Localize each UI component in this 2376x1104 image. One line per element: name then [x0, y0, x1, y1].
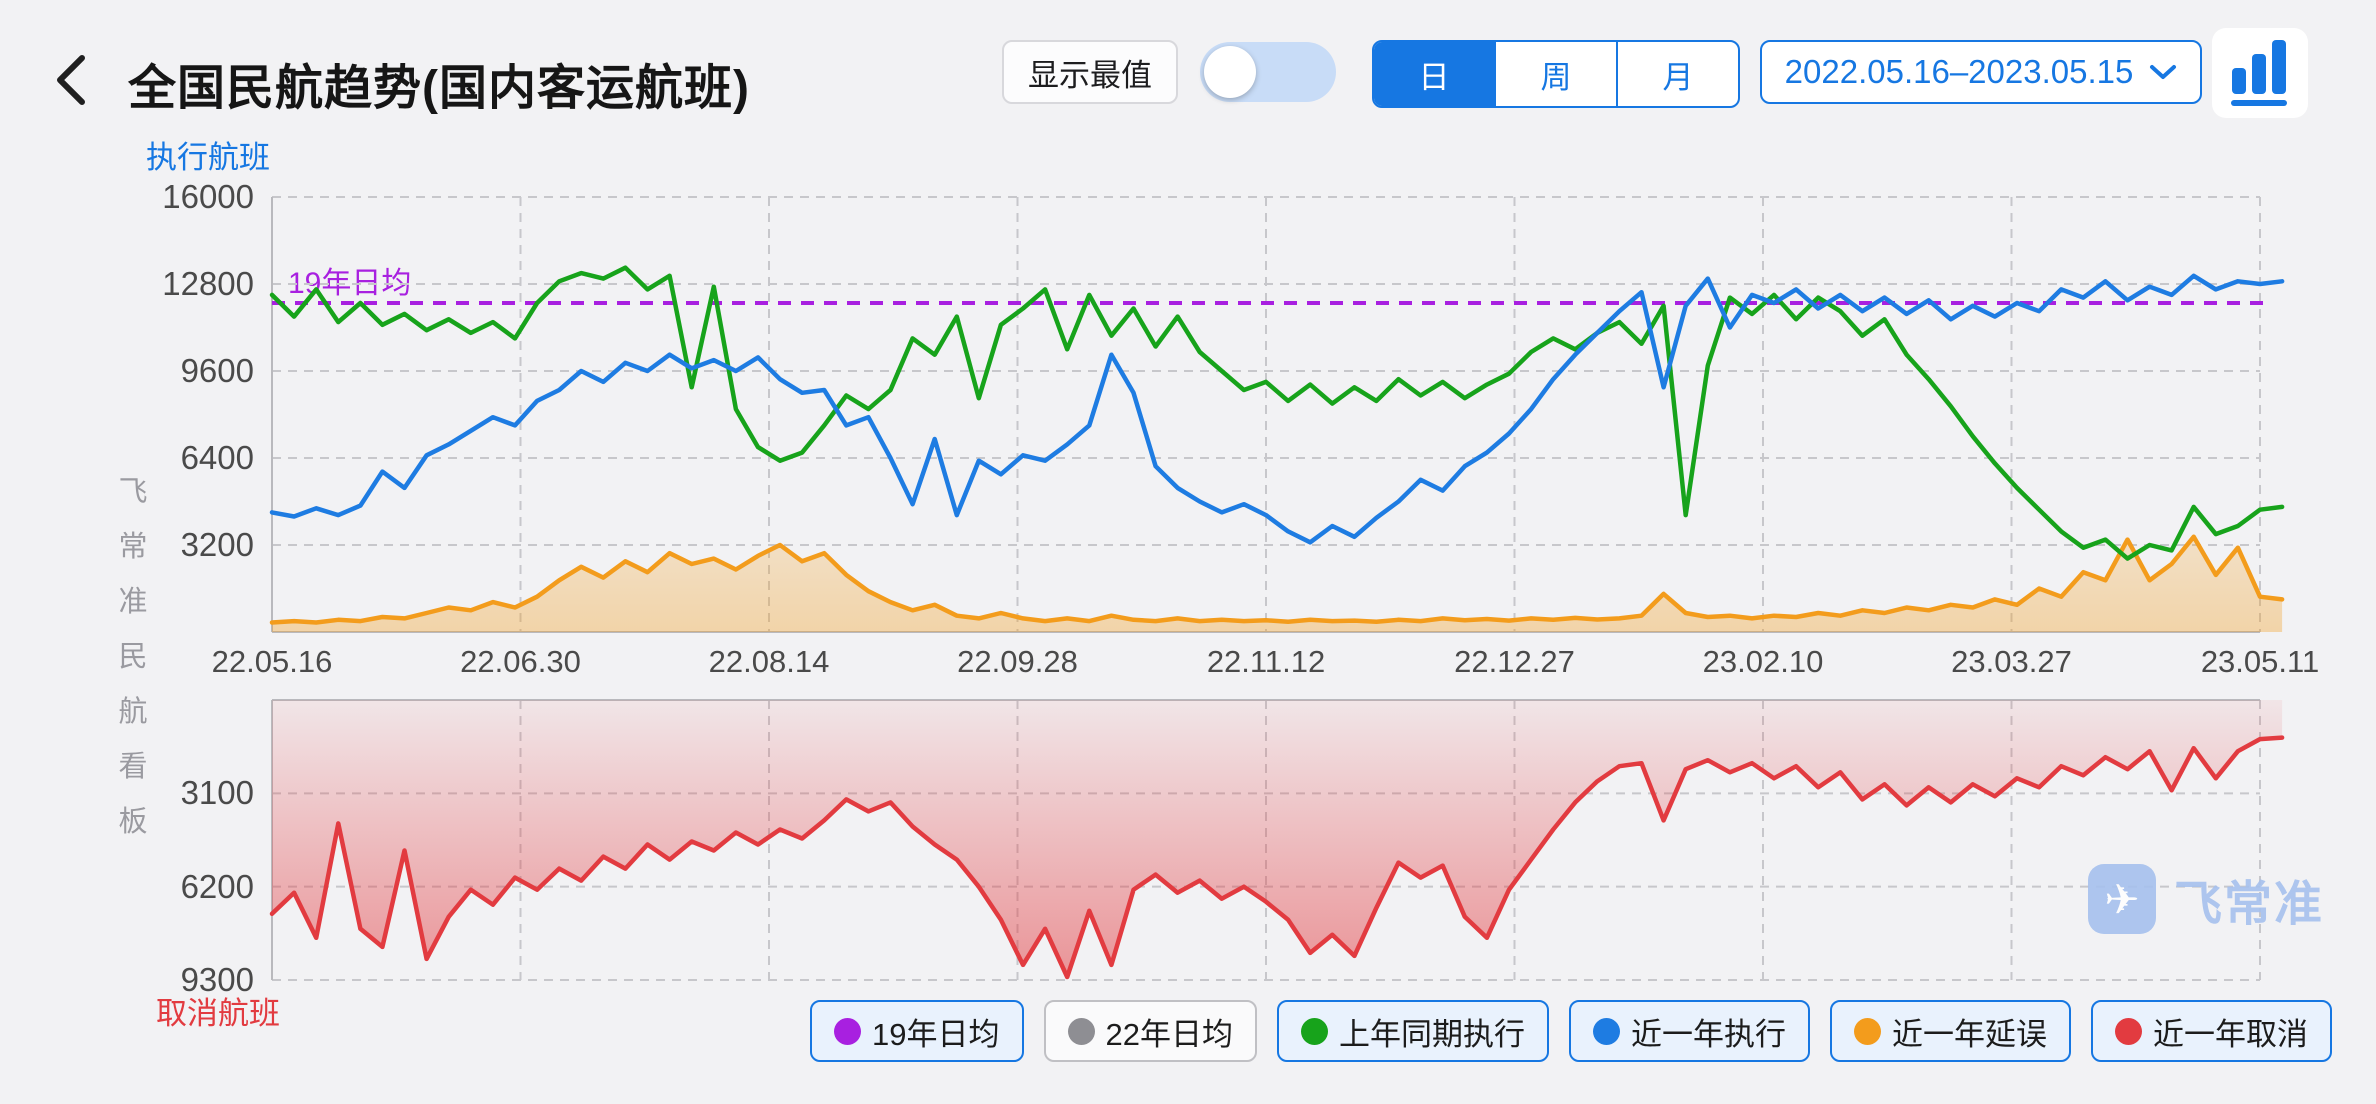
side-watermark-char: 看: [118, 751, 148, 783]
side-watermark-char: 民: [118, 641, 148, 673]
brand-watermark: ✈ 飞常准: [2088, 864, 2324, 934]
date-range-value: 2022.05.16–2023.05.15: [1784, 53, 2134, 90]
series-lastyear-executed-line: [269, 265, 2285, 561]
show-extremes-label: 显示最值: [1002, 40, 1178, 104]
chart-type-button[interactable]: [2212, 28, 2308, 118]
y-tick-label: 3100: [180, 774, 254, 812]
period-tab-日[interactable]: 日: [1374, 42, 1494, 106]
side-watermark-char: 板: [118, 806, 148, 838]
side-watermark-char: 常: [118, 531, 148, 563]
bottom-axis-title: 取消航班: [156, 996, 280, 1031]
chevron-down-icon: [2150, 65, 2177, 79]
x-tick-label: 22.06.30: [460, 644, 581, 679]
legend-item-19年日均[interactable]: 19年日均: [810, 1000, 1024, 1062]
legend: 19年日均 22年日均 上年同期执行 近一年执行 近一年延误 近一年取消: [810, 1000, 2332, 1062]
series-delayed-area: [272, 536, 2283, 632]
x-tick-label: 23.03.27: [1951, 644, 2072, 679]
legend-dot: [1301, 1017, 1328, 1045]
side-watermark-char: 航: [118, 696, 148, 728]
legend-item-上年同期执行[interactable]: 上年同期执行: [1277, 1000, 1549, 1062]
top-axis-title: 执行航班: [146, 140, 270, 175]
period-tab-月[interactable]: 月: [1616, 42, 1738, 106]
x-tick-label: 23.05.11: [2200, 644, 2320, 679]
legend-label: 近一年执行: [1631, 1016, 1786, 1052]
legend-item-近一年取消[interactable]: 近一年取消: [2091, 1000, 2332, 1062]
series-delayed-line: [269, 534, 2285, 625]
y-tick-label: 12800: [162, 265, 254, 302]
y-tick-label: 3200: [180, 526, 254, 563]
x-tick-label: 22.08.14: [708, 644, 830, 679]
x-tick-label: 22.05.16: [211, 644, 333, 679]
legend-dot: [834, 1017, 862, 1045]
y-tick-label: 6400: [180, 439, 254, 476]
series-cancelled-line: [269, 735, 2285, 980]
side-watermark-char: 准: [118, 586, 148, 618]
airplane-logo-icon: ✈: [2088, 864, 2156, 934]
y-tick-label: 16000: [162, 178, 254, 215]
legend-item-近一年执行[interactable]: 近一年执行: [1569, 1000, 1810, 1062]
legend-dot: [1593, 1017, 1620, 1045]
back-icon[interactable]: [52, 52, 92, 108]
x-tick-label: 23.02.10: [1702, 644, 1824, 679]
show-extremes-toggle[interactable]: [1200, 42, 1336, 102]
legend-label: 近一年延误: [1892, 1016, 2047, 1052]
legend-dot: [1067, 1017, 1095, 1045]
reference-line-label: 19年日均: [288, 267, 412, 300]
bar-chart-icon: [2231, 40, 2287, 106]
side-watermark: 飞常准民航看板: [116, 468, 150, 840]
page-title: 全国民航趋势(国内客运航班): [128, 62, 750, 115]
legend-item-22年日均[interactable]: 22年日均: [1043, 1000, 1257, 1062]
legend-label: 近一年取消: [2153, 1016, 2308, 1052]
legend-label: 上年同期执行: [1339, 1016, 1525, 1052]
period-tab-周[interactable]: 周: [1494, 42, 1616, 106]
x-tick-label: 22.09.28: [957, 644, 1078, 679]
side-watermark-char: 飞: [118, 476, 148, 508]
toggle-knob: [1204, 46, 1256, 98]
y-tick-label: 9300: [180, 961, 254, 998]
x-tick-label: 22.11.12: [1206, 644, 1326, 679]
legend-label: 19年日均: [872, 1016, 1000, 1052]
series-executed-line: [269, 273, 2285, 545]
legend-item-近一年延误[interactable]: 近一年延误: [1830, 1000, 2071, 1062]
y-tick-label: 6200: [180, 867, 254, 905]
brand-watermark-text: 飞常准: [2174, 878, 2325, 931]
x-tick-label: 22.12.27: [1454, 644, 1575, 679]
period-segmented-control: 日周月: [1372, 40, 1740, 108]
legend-label: 22年日均: [1105, 1016, 1233, 1052]
legend-dot: [2115, 1017, 2142, 1045]
date-range-picker[interactable]: 2022.05.16–2023.05.15: [1760, 40, 2202, 104]
series-cancelled-area: [272, 700, 2283, 977]
y-tick-label: 9600: [180, 352, 254, 389]
legend-dot: [1854, 1017, 1881, 1045]
